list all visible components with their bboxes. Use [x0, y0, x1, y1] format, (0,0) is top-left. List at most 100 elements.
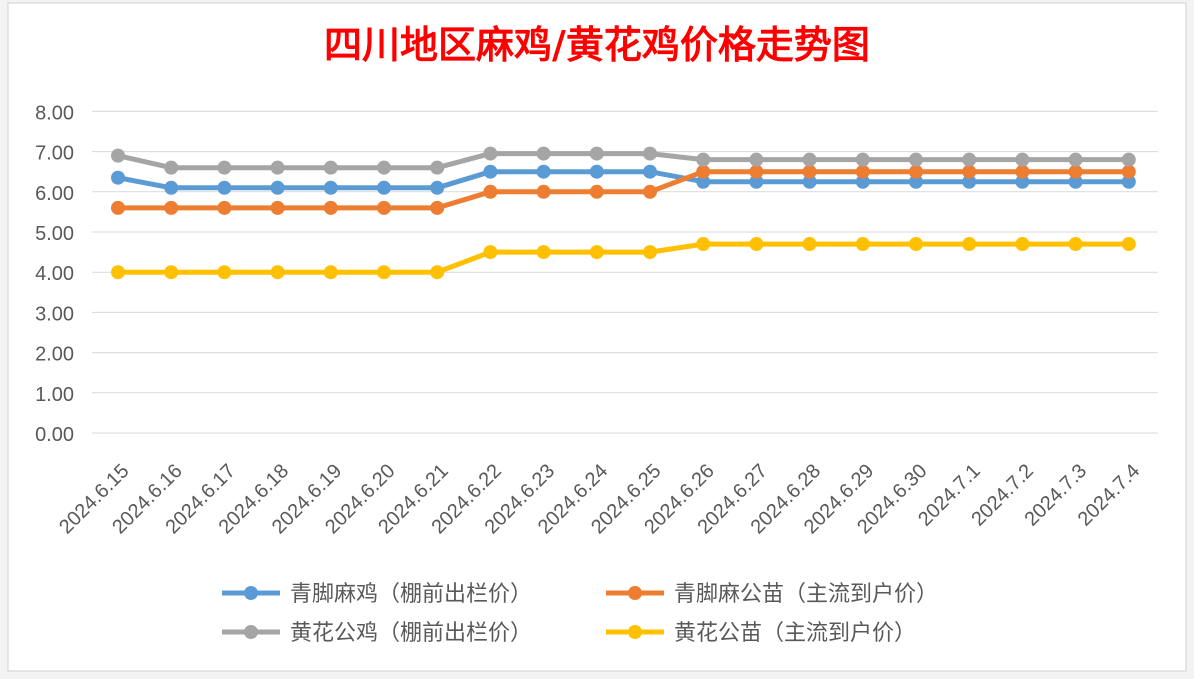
data-point: [962, 174, 977, 189]
data-point: [643, 184, 657, 199]
data-point: [1121, 174, 1136, 189]
data-point: [749, 174, 764, 189]
data-point: [323, 200, 338, 215]
data-point: [855, 164, 870, 179]
data-point: [802, 174, 817, 189]
data-point: [270, 180, 285, 195]
data-point: [323, 265, 338, 280]
data-point: [802, 237, 817, 252]
data-point: [164, 160, 179, 175]
data-point: [1068, 174, 1083, 189]
data-point: [536, 146, 551, 161]
data-point: [217, 200, 232, 215]
data-point: [164, 265, 179, 280]
data-point: [696, 174, 711, 189]
legend-item: 黄花公苗（主流到户价）: [606, 621, 916, 646]
data-point: [909, 237, 923, 252]
data-point: [909, 174, 923, 189]
legend-swatch-marker: [244, 586, 258, 600]
data-point: [643, 245, 657, 260]
data-point: [696, 152, 711, 167]
data-point: [111, 170, 125, 185]
data-point: [962, 237, 977, 252]
data-point: [589, 146, 604, 161]
data-point: [589, 245, 604, 260]
legend-label: 青脚麻鸡（棚前出栏价）: [290, 582, 532, 607]
data-point: [270, 200, 285, 215]
data-point: [1015, 174, 1030, 189]
series-line: [115, 169, 1132, 211]
data-point: [589, 184, 604, 199]
data-point: [749, 164, 764, 179]
series-0: [111, 164, 1136, 195]
data-point: [217, 265, 232, 280]
data-point: [270, 265, 285, 280]
y-tick-label: 6.00: [35, 183, 74, 205]
legend-item: 青脚麻鸡（棚前出栏价）: [222, 582, 532, 607]
data-point: [430, 180, 445, 195]
data-point: [909, 152, 923, 167]
data-point: [855, 152, 870, 167]
data-point: [377, 265, 391, 280]
data-point: [217, 160, 232, 175]
data-point: [589, 164, 604, 179]
legend-swatch-marker: [628, 625, 642, 639]
data-point: [855, 174, 870, 189]
data-point: [1121, 152, 1136, 167]
data-point: [802, 152, 817, 167]
data-point: [270, 160, 285, 175]
data-point: [111, 148, 125, 163]
data-point: [536, 164, 551, 179]
data-point: [643, 164, 657, 179]
legend-item: 青脚麻公苗（主流到户价）: [606, 582, 938, 607]
data-point: [1121, 164, 1136, 179]
legend-swatch-marker: [244, 625, 258, 639]
data-point: [536, 245, 551, 260]
data-point: [802, 164, 817, 179]
series-line: [115, 151, 1132, 171]
legend-item: 黄花公鸡（棚前出栏价）: [222, 621, 532, 646]
data-point: [1015, 164, 1030, 179]
y-tick-label: 3.00: [35, 303, 74, 325]
data-point: [377, 180, 391, 195]
data-point: [111, 200, 125, 215]
data-point: [1068, 164, 1083, 179]
data-point: [483, 164, 498, 179]
legend-label: 黄花公鸡（棚前出栏价）: [290, 621, 532, 646]
data-point: [164, 180, 179, 195]
data-point: [1068, 152, 1083, 167]
data-point: [696, 164, 711, 179]
series-1: [111, 164, 1136, 215]
data-point: [483, 184, 498, 199]
y-tick-label: 0.00: [35, 424, 74, 446]
data-point: [430, 265, 445, 280]
data-point: [643, 146, 657, 161]
series-line: [115, 241, 1132, 275]
legend-swatch-marker: [628, 586, 642, 600]
y-tick-label: 4.00: [35, 263, 74, 285]
data-point: [909, 164, 923, 179]
series-2: [111, 146, 1136, 175]
data-point: [962, 152, 977, 167]
data-point: [164, 200, 179, 215]
chart-background: [7, 2, 1187, 672]
data-point: [1068, 237, 1083, 252]
y-axis-tick-labels: 0.00 1.00 2.00 3.00 4.00 5.00 6.00 7.00 8.00: [35, 102, 74, 446]
legend-label: 青脚麻公苗（主流到户价）: [674, 582, 938, 607]
legend: 青脚麻鸡（棚前出栏价） 青脚麻公苗（主流到户价） 黄花公鸡（棚前出栏价） 黄花公苗（主…: [222, 582, 938, 646]
data-point: [111, 265, 125, 280]
data-point: [323, 180, 338, 195]
data-point: [536, 184, 551, 199]
data-point: [1121, 237, 1136, 252]
data-point: [323, 160, 338, 175]
data-point: [483, 146, 498, 161]
y-tick-label: 2.00: [35, 344, 74, 366]
data-point: [1015, 152, 1030, 167]
data-point: [217, 180, 232, 195]
series-lines: [111, 146, 1136, 280]
chart-title: 四川地区麻鸡/黄花鸡价格走势图: [324, 22, 870, 67]
data-point: [377, 160, 391, 175]
legend-label: 黄花公苗（主流到户价）: [674, 621, 916, 646]
